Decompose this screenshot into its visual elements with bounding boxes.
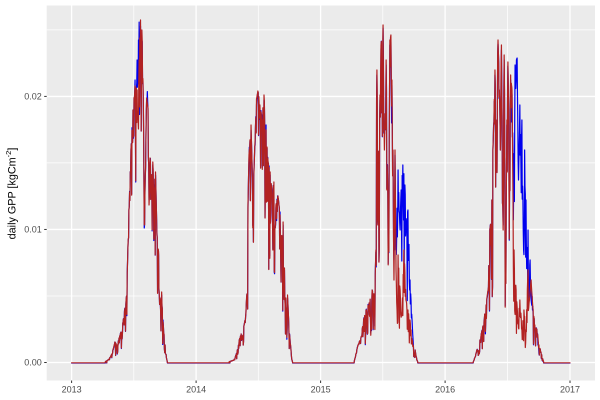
svg-text:2014: 2014 bbox=[186, 384, 206, 394]
svg-text:2016: 2016 bbox=[435, 384, 455, 394]
svg-text:daily GPP [kgCm-2]: daily GPP [kgCm-2] bbox=[4, 148, 18, 240]
svg-text:0.00: 0.00 bbox=[24, 358, 42, 368]
svg-text:2017: 2017 bbox=[560, 384, 580, 394]
svg-text:0.01: 0.01 bbox=[24, 225, 42, 235]
svg-text:0.02: 0.02 bbox=[24, 92, 42, 102]
svg-text:2013: 2013 bbox=[62, 384, 82, 394]
svg-text:2015: 2015 bbox=[311, 384, 331, 394]
